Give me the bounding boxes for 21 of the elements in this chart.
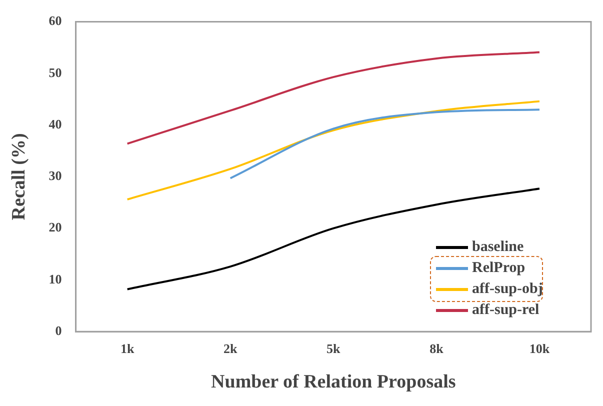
line-series bbox=[229, 108, 540, 180]
y-tick-label: 60 bbox=[48, 13, 62, 28]
legend-label: baseline bbox=[472, 239, 524, 256]
x-tick-label: 10k bbox=[529, 340, 550, 356]
x-tick-label: 1k bbox=[120, 340, 135, 356]
x-axis-title: Number of Relation Proposals bbox=[211, 372, 456, 393]
x-tick-label: 2k bbox=[223, 340, 238, 356]
x-tick-label: 8k bbox=[430, 340, 444, 356]
line-series bbox=[126, 51, 540, 145]
legend-label: RelProp bbox=[472, 260, 526, 277]
legend-label: aff-sup-obj bbox=[472, 281, 543, 298]
y-tick-label: 10 bbox=[48, 271, 62, 286]
line-series bbox=[126, 100, 540, 200]
y-tick-label: 30 bbox=[48, 168, 62, 184]
y-tick-label: 0 bbox=[55, 322, 62, 338]
y-tick-label: 20 bbox=[48, 220, 62, 235]
y-tick-label: 40 bbox=[48, 116, 62, 132]
legend-label: aff-sup-rel bbox=[472, 302, 540, 319]
y-tick-label: 50 bbox=[48, 64, 62, 80]
y-axis-title: Recall (%) bbox=[8, 133, 30, 220]
x-tick-label: 5k bbox=[326, 340, 342, 356]
